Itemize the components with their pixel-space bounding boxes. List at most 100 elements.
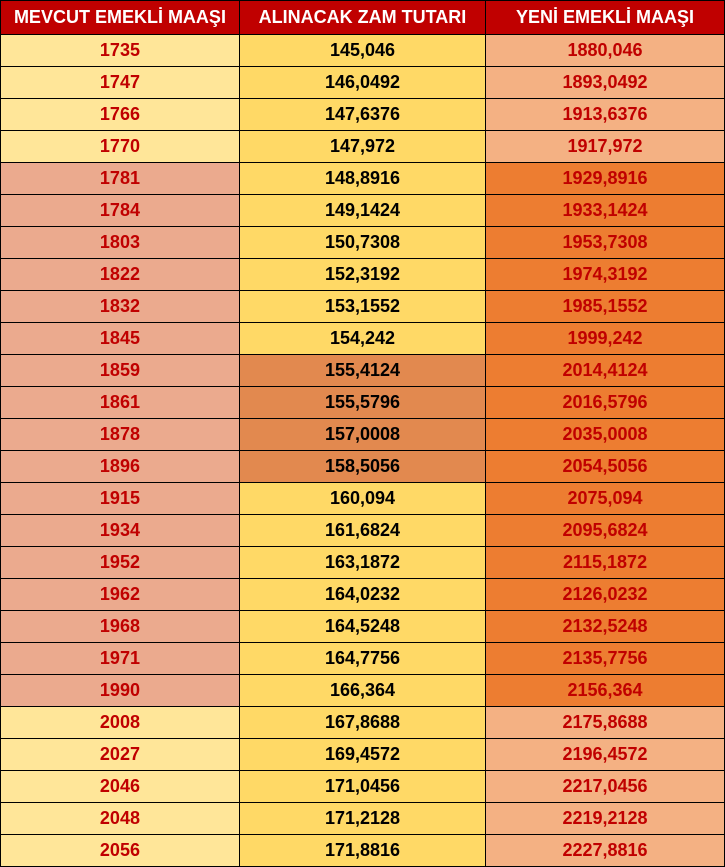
cell-current-salary: 1735 <box>1 35 240 67</box>
cell-current-salary: 1766 <box>1 99 240 131</box>
cell-current-salary: 1822 <box>1 259 240 291</box>
cell-current-salary: 1934 <box>1 515 240 547</box>
cell-new-salary: 2175,8688 <box>486 707 725 739</box>
table-row: 2056171,88162227,8816 <box>1 835 725 867</box>
cell-raise-amount: 171,0456 <box>239 771 485 803</box>
table-row: 1896158,50562054,5056 <box>1 451 725 483</box>
table-row: 1822152,31921974,3192 <box>1 259 725 291</box>
cell-raise-amount: 154,242 <box>239 323 485 355</box>
cell-current-salary: 1915 <box>1 483 240 515</box>
salary-table: MEVCUT EMEKLİ MAAŞI ALINACAK ZAM TUTARI … <box>0 0 725 867</box>
cell-new-salary: 2227,8816 <box>486 835 725 867</box>
cell-raise-amount: 164,0232 <box>239 579 485 611</box>
table-row: 1770147,9721917,972 <box>1 131 725 163</box>
cell-raise-amount: 146,0492 <box>239 67 485 99</box>
cell-new-salary: 2095,6824 <box>486 515 725 547</box>
cell-raise-amount: 145,046 <box>239 35 485 67</box>
cell-current-salary: 1971 <box>1 643 240 675</box>
cell-current-salary: 1968 <box>1 611 240 643</box>
cell-raise-amount: 164,7756 <box>239 643 485 675</box>
table-row: 1747146,04921893,0492 <box>1 67 725 99</box>
table-row: 1784149,14241933,1424 <box>1 195 725 227</box>
cell-current-salary: 2008 <box>1 707 240 739</box>
cell-current-salary: 1990 <box>1 675 240 707</box>
cell-current-salary: 1784 <box>1 195 240 227</box>
cell-raise-amount: 171,2128 <box>239 803 485 835</box>
cell-raise-amount: 164,5248 <box>239 611 485 643</box>
cell-new-salary: 2115,1872 <box>486 547 725 579</box>
cell-raise-amount: 147,972 <box>239 131 485 163</box>
table-row: 1915160,0942075,094 <box>1 483 725 515</box>
cell-new-salary: 1933,1424 <box>486 195 725 227</box>
table-row: 1781148,89161929,8916 <box>1 163 725 195</box>
cell-new-salary: 1913,6376 <box>486 99 725 131</box>
table-row: 1861155,57962016,5796 <box>1 387 725 419</box>
header-current-salary: MEVCUT EMEKLİ MAAŞI <box>1 1 240 35</box>
cell-raise-amount: 147,6376 <box>239 99 485 131</box>
cell-raise-amount: 149,1424 <box>239 195 485 227</box>
table-row: 2027169,45722196,4572 <box>1 739 725 771</box>
cell-raise-amount: 167,8688 <box>239 707 485 739</box>
table-row: 1934161,68242095,6824 <box>1 515 725 547</box>
cell-new-salary: 2014,4124 <box>486 355 725 387</box>
table-row: 1971164,77562135,7756 <box>1 643 725 675</box>
cell-current-salary: 2048 <box>1 803 240 835</box>
table-row: 1968164,52482132,5248 <box>1 611 725 643</box>
cell-current-salary: 1859 <box>1 355 240 387</box>
table-row: 1845154,2421999,242 <box>1 323 725 355</box>
cell-raise-amount: 161,6824 <box>239 515 485 547</box>
table-row: 2048171,21282219,2128 <box>1 803 725 835</box>
cell-raise-amount: 155,5796 <box>239 387 485 419</box>
table-row: 1962164,02322126,0232 <box>1 579 725 611</box>
table-row: 1878157,00082035,0008 <box>1 419 725 451</box>
header-row: MEVCUT EMEKLİ MAAŞI ALINACAK ZAM TUTARI … <box>1 1 725 35</box>
cell-current-salary: 1878 <box>1 419 240 451</box>
cell-current-salary: 1770 <box>1 131 240 163</box>
table-row: 1766147,63761913,6376 <box>1 99 725 131</box>
cell-raise-amount: 166,364 <box>239 675 485 707</box>
cell-raise-amount: 150,7308 <box>239 227 485 259</box>
cell-raise-amount: 169,4572 <box>239 739 485 771</box>
table-row: 1832153,15521985,1552 <box>1 291 725 323</box>
cell-new-salary: 2156,364 <box>486 675 725 707</box>
table-row: 2008167,86882175,8688 <box>1 707 725 739</box>
cell-current-salary: 2056 <box>1 835 240 867</box>
cell-current-salary: 1962 <box>1 579 240 611</box>
table-row: 2046171,04562217,0456 <box>1 771 725 803</box>
cell-current-salary: 1845 <box>1 323 240 355</box>
cell-raise-amount: 153,1552 <box>239 291 485 323</box>
table-row: 1952163,18722115,1872 <box>1 547 725 579</box>
cell-raise-amount: 152,3192 <box>239 259 485 291</box>
cell-current-salary: 1861 <box>1 387 240 419</box>
table-body: 1735145,0461880,0461747146,04921893,0492… <box>1 35 725 867</box>
cell-raise-amount: 158,5056 <box>239 451 485 483</box>
cell-raise-amount: 163,1872 <box>239 547 485 579</box>
cell-new-salary: 1929,8916 <box>486 163 725 195</box>
cell-new-salary: 2035,0008 <box>486 419 725 451</box>
cell-new-salary: 1880,046 <box>486 35 725 67</box>
cell-new-salary: 2217,0456 <box>486 771 725 803</box>
cell-raise-amount: 160,094 <box>239 483 485 515</box>
cell-current-salary: 2027 <box>1 739 240 771</box>
header-new-salary: YENİ EMEKLİ MAAŞI <box>486 1 725 35</box>
cell-raise-amount: 171,8816 <box>239 835 485 867</box>
cell-new-salary: 2126,0232 <box>486 579 725 611</box>
header-raise-amount: ALINACAK ZAM TUTARI <box>239 1 485 35</box>
cell-current-salary: 1803 <box>1 227 240 259</box>
cell-new-salary: 2016,5796 <box>486 387 725 419</box>
cell-new-salary: 1917,972 <box>486 131 725 163</box>
cell-current-salary: 1832 <box>1 291 240 323</box>
cell-new-salary: 2135,7756 <box>486 643 725 675</box>
cell-current-salary: 2046 <box>1 771 240 803</box>
cell-new-salary: 2054,5056 <box>486 451 725 483</box>
table-row: 1735145,0461880,046 <box>1 35 725 67</box>
cell-raise-amount: 155,4124 <box>239 355 485 387</box>
cell-new-salary: 2132,5248 <box>486 611 725 643</box>
cell-raise-amount: 148,8916 <box>239 163 485 195</box>
cell-current-salary: 1896 <box>1 451 240 483</box>
cell-new-salary: 1999,242 <box>486 323 725 355</box>
cell-new-salary: 1953,7308 <box>486 227 725 259</box>
cell-new-salary: 1974,3192 <box>486 259 725 291</box>
cell-new-salary: 2219,2128 <box>486 803 725 835</box>
cell-new-salary: 2196,4572 <box>486 739 725 771</box>
